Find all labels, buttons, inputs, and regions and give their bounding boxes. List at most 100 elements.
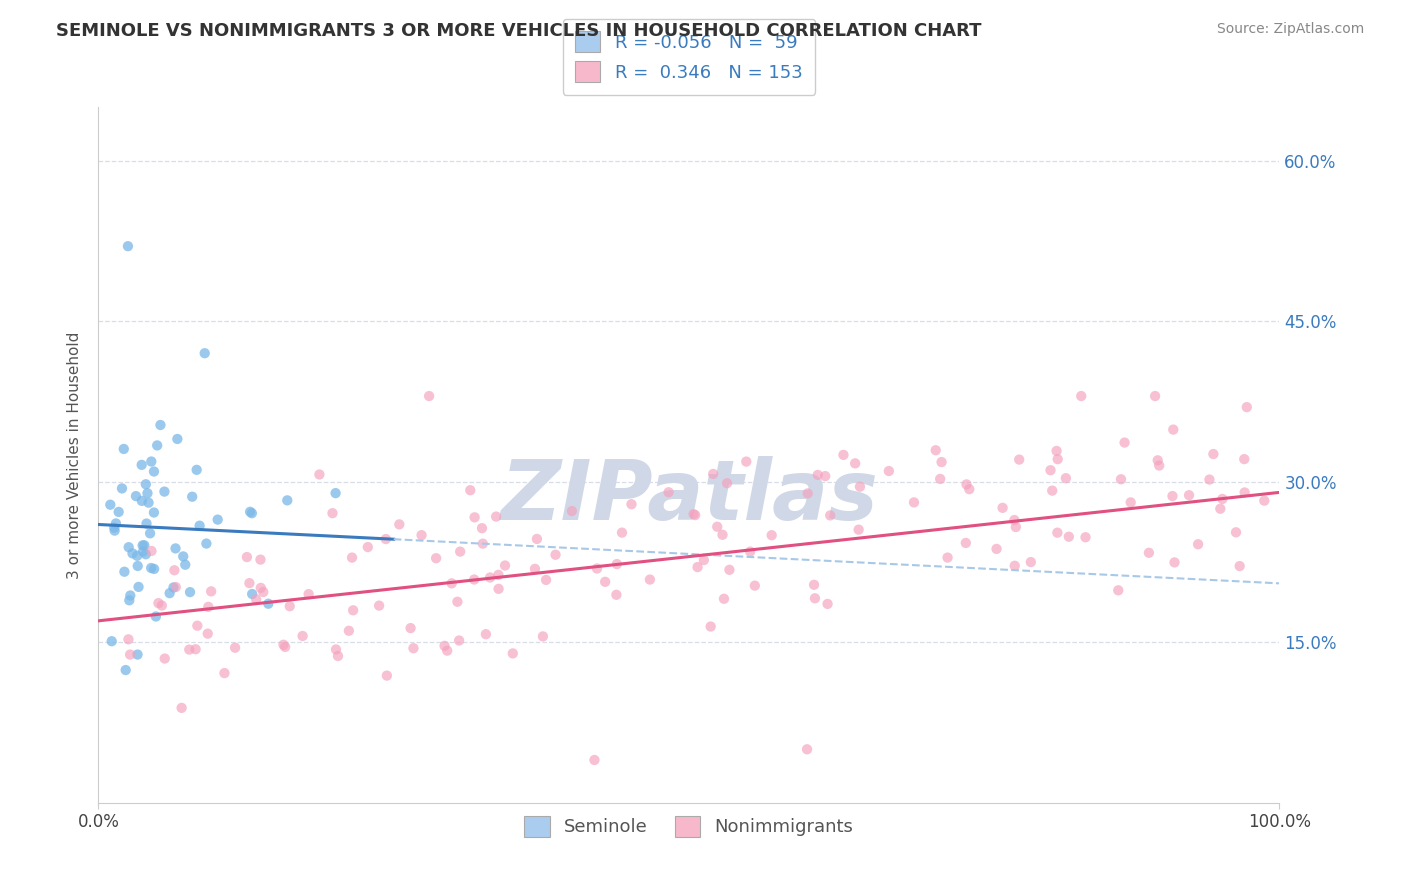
Point — [1161, 489, 1184, 503]
Point — [706, 520, 728, 534]
Point — [340, 550, 363, 565]
Point — [257, 597, 280, 611]
Point — [936, 550, 959, 565]
Point — [1178, 488, 1201, 502]
Point — [583, 753, 606, 767]
Point — [184, 642, 207, 657]
Point — [440, 576, 463, 591]
Point — [471, 521, 494, 535]
Point — [1233, 452, 1256, 467]
Point — [929, 472, 952, 486]
Point — [807, 467, 830, 482]
Point — [131, 494, 153, 508]
Point — [342, 603, 364, 617]
Point — [718, 563, 741, 577]
Point — [464, 510, 486, 524]
Point — [238, 576, 260, 591]
Point — [374, 532, 396, 546]
Point — [735, 454, 758, 468]
Point — [141, 544, 163, 558]
Point — [214, 666, 236, 681]
Point — [957, 482, 980, 496]
Point — [931, 455, 953, 469]
Point — [683, 508, 706, 522]
Point — [118, 593, 141, 607]
Point — [240, 506, 263, 520]
Point — [207, 513, 229, 527]
Point — [179, 642, 201, 657]
Point — [181, 490, 204, 504]
Point — [103, 521, 125, 535]
Point — [803, 578, 825, 592]
Point — [107, 505, 129, 519]
Point — [1187, 537, 1209, 551]
Point — [186, 618, 208, 632]
Point — [418, 389, 440, 403]
Point — [121, 546, 143, 560]
Point — [1114, 435, 1136, 450]
Point — [249, 552, 271, 566]
Point — [1211, 491, 1233, 506]
Point — [605, 588, 627, 602]
Point — [1002, 513, 1025, 527]
Point — [111, 482, 134, 496]
Point — [1163, 556, 1185, 570]
Point — [165, 580, 187, 594]
Point — [165, 541, 187, 556]
Point — [1144, 389, 1167, 403]
Point — [117, 632, 139, 647]
Point — [135, 547, 157, 561]
Point — [321, 506, 343, 520]
Point — [796, 742, 818, 756]
Point — [325, 642, 347, 657]
Point — [877, 464, 900, 478]
Point — [1236, 400, 1258, 414]
Point — [375, 668, 398, 682]
Point — [135, 477, 157, 491]
Point — [149, 417, 172, 432]
Point — [245, 592, 267, 607]
Point — [388, 517, 411, 532]
Point — [488, 582, 510, 596]
Point — [1161, 423, 1184, 437]
Point — [544, 548, 567, 562]
Point — [368, 599, 391, 613]
Point — [658, 485, 681, 500]
Point — [357, 540, 380, 554]
Point — [1229, 559, 1251, 574]
Point — [449, 633, 471, 648]
Point — [166, 432, 188, 446]
Point — [143, 562, 166, 576]
Point — [104, 516, 127, 531]
Point — [1202, 447, 1225, 461]
Point — [716, 476, 738, 491]
Point — [150, 599, 173, 613]
Point — [239, 505, 262, 519]
Point — [411, 528, 433, 542]
Point — [172, 549, 194, 564]
Point — [1074, 530, 1097, 544]
Point — [986, 541, 1008, 556]
Point — [593, 574, 616, 589]
Point — [170, 701, 193, 715]
Point — [711, 528, 734, 542]
Point — [479, 570, 502, 584]
Point — [298, 587, 321, 601]
Point — [702, 467, 724, 481]
Point — [224, 640, 246, 655]
Point — [955, 536, 977, 550]
Point — [638, 573, 661, 587]
Point — [796, 486, 818, 500]
Point — [186, 463, 208, 477]
Point — [682, 507, 704, 521]
Point — [433, 639, 456, 653]
Point — [1147, 458, 1170, 473]
Point — [817, 597, 839, 611]
Point — [486, 567, 509, 582]
Point — [561, 504, 583, 518]
Point — [1040, 483, 1063, 498]
Legend: Seminole, Nonimmigrants: Seminole, Nonimmigrants — [512, 804, 866, 849]
Point — [146, 438, 169, 452]
Point — [278, 599, 301, 614]
Point — [195, 536, 218, 550]
